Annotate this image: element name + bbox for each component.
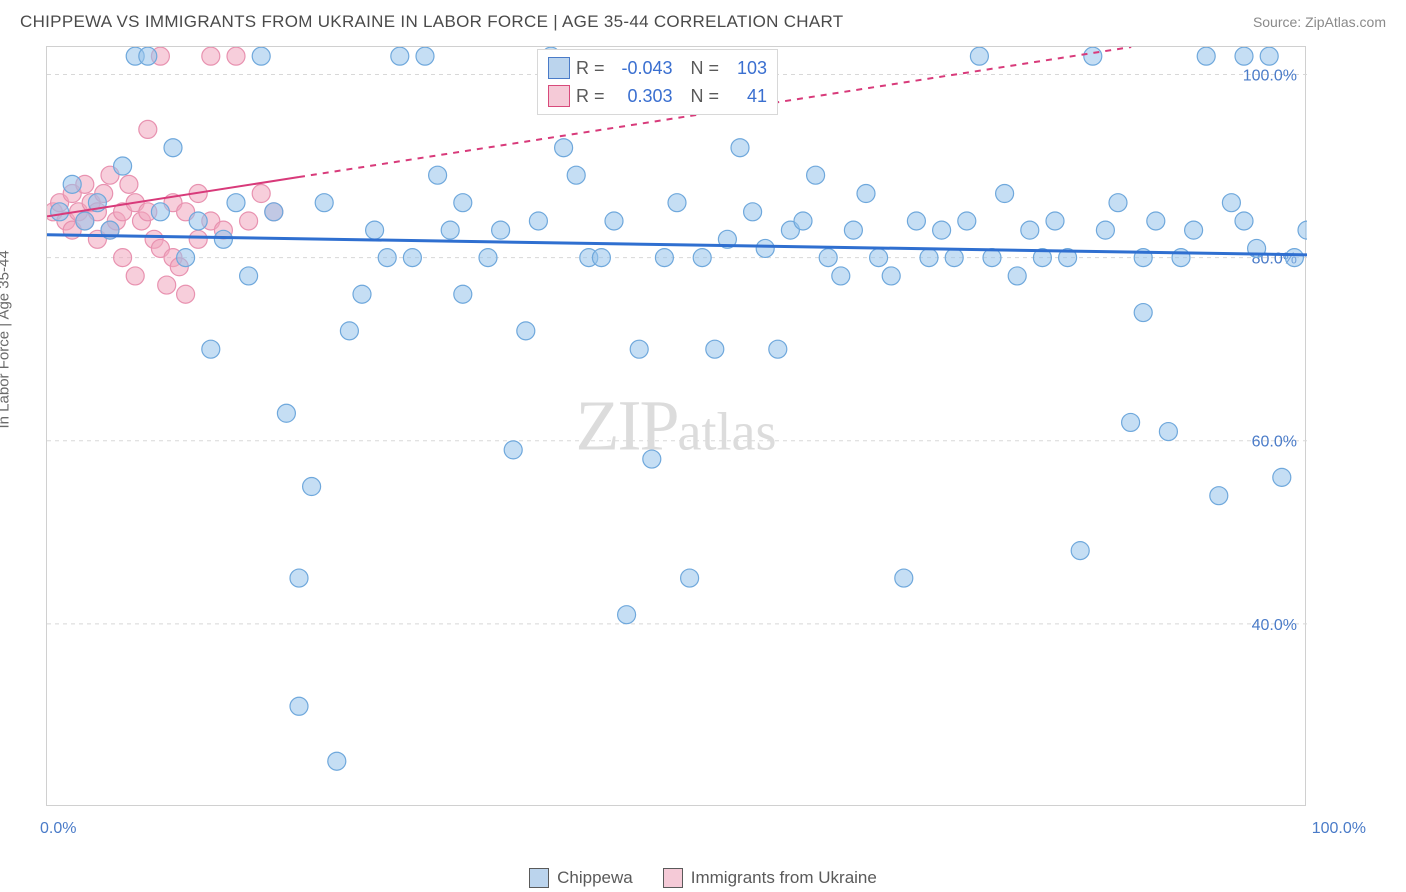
correlation-legend: R = -0.043 N = 103 R = 0.303 N = 41	[537, 49, 778, 115]
chart-title: CHIPPEWA VS IMMIGRANTS FROM UKRAINE IN L…	[20, 12, 843, 32]
n-label: N =	[691, 86, 720, 107]
swatch-pink-icon	[663, 868, 683, 888]
chart-plot-area: 40.0%60.0%80.0%100.0% R = -0.043 N = 103…	[46, 46, 1306, 806]
svg-text:40.0%: 40.0%	[1252, 617, 1297, 634]
y-axis-label: In Labor Force | Age 35-44	[0, 250, 13, 428]
legend-label-chippewa: Chippewa	[557, 868, 633, 888]
svg-text:60.0%: 60.0%	[1252, 434, 1297, 451]
r-label: R =	[576, 86, 605, 107]
legend-label-ukraine: Immigrants from Ukraine	[691, 868, 877, 888]
r-value-ukraine: 0.303	[611, 86, 673, 107]
x-axis-max-label: 100.0%	[1312, 820, 1366, 838]
n-label: N =	[691, 58, 720, 79]
scatter-svg: 40.0%60.0%80.0%100.0%	[47, 47, 1307, 807]
r-value-chippewa: -0.043	[611, 58, 673, 79]
n-value-ukraine: 41	[725, 86, 767, 107]
legend-row-ukraine: R = 0.303 N = 41	[548, 82, 767, 110]
legend-item-ukraine: Immigrants from Ukraine	[663, 868, 877, 888]
legend-row-chippewa: R = -0.043 N = 103	[548, 54, 767, 82]
swatch-pink-icon	[548, 85, 570, 107]
svg-text:100.0%: 100.0%	[1243, 67, 1297, 84]
r-label: R =	[576, 58, 605, 79]
source-label: Source: ZipAtlas.com	[1253, 14, 1386, 30]
series-legend: Chippewa Immigrants from Ukraine	[0, 868, 1406, 888]
x-axis-min-label: 0.0%	[40, 820, 76, 838]
legend-item-chippewa: Chippewa	[529, 868, 633, 888]
swatch-blue-icon	[548, 57, 570, 79]
swatch-blue-icon	[529, 868, 549, 888]
n-value-chippewa: 103	[725, 58, 767, 79]
